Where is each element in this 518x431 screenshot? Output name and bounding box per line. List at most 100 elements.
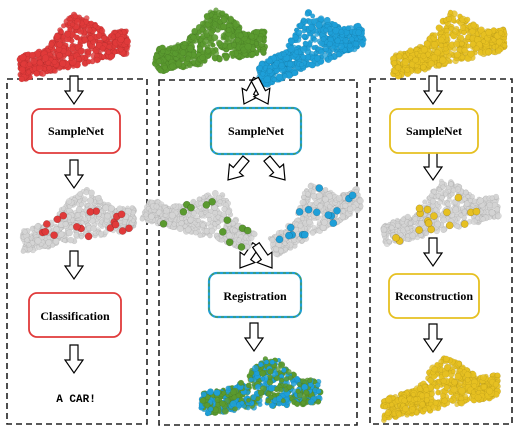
- point: [453, 41, 460, 48]
- point: [171, 44, 178, 51]
- point: [169, 62, 177, 70]
- point: [342, 202, 349, 209]
- point: [123, 37, 131, 45]
- sampled-point: [304, 205, 313, 214]
- sampled-point: [454, 193, 463, 202]
- point: [447, 9, 454, 15]
- point: [234, 37, 241, 43]
- point: [220, 23, 227, 30]
- point: [62, 221, 69, 227]
- point: [300, 45, 308, 53]
- down-arrow-icon: [64, 250, 84, 280]
- point: [36, 59, 44, 67]
- point: [19, 53, 27, 61]
- point: [468, 198, 473, 204]
- point: [211, 34, 219, 42]
- point: [445, 201, 451, 207]
- point: [111, 34, 117, 40]
- point: [24, 237, 30, 243]
- down-arrow-icon: [423, 323, 443, 353]
- point: [326, 40, 333, 47]
- point: [221, 390, 227, 396]
- point: [246, 397, 251, 403]
- point: [255, 396, 261, 402]
- point: [307, 183, 313, 189]
- point: [200, 222, 206, 229]
- point: [248, 33, 255, 40]
- point: [348, 36, 355, 43]
- point: [74, 18, 82, 26]
- point: [429, 198, 436, 205]
- point: [452, 28, 459, 35]
- point: [160, 48, 166, 55]
- point: [153, 53, 161, 60]
- point: [156, 58, 163, 65]
- point: [256, 65, 263, 71]
- point: [299, 215, 305, 221]
- point: [232, 227, 238, 234]
- point: [312, 37, 318, 43]
- point: [68, 55, 74, 61]
- point: [440, 226, 447, 233]
- point: [102, 204, 110, 212]
- point: [197, 232, 203, 239]
- point: [495, 47, 502, 55]
- classification-output-text: A CAR!: [56, 394, 96, 406]
- point: [464, 16, 471, 23]
- point: [30, 58, 38, 66]
- point: [404, 67, 411, 73]
- sampled-point: [430, 212, 438, 220]
- point: [431, 41, 439, 49]
- sampled-point: [117, 210, 126, 219]
- point: [441, 397, 448, 404]
- point: [185, 226, 192, 233]
- sampled-point: [59, 211, 68, 220]
- point: [486, 202, 493, 209]
- point: [327, 203, 333, 210]
- point: [314, 31, 320, 37]
- point: [432, 32, 438, 38]
- point: [248, 235, 255, 242]
- point: [184, 55, 192, 62]
- sampled-point: [218, 228, 227, 236]
- point: [168, 211, 176, 219]
- point: [208, 12, 214, 18]
- point: [51, 59, 58, 65]
- point: [223, 54, 230, 61]
- point: [470, 22, 477, 29]
- point: [436, 62, 442, 68]
- point: [75, 56, 82, 62]
- point: [433, 207, 439, 213]
- point: [232, 20, 240, 28]
- sampled-point-cloud-registration-source: [139, 190, 258, 251]
- point: [42, 54, 50, 62]
- sampled-point: [312, 208, 321, 217]
- point: [305, 191, 311, 197]
- sampled-point: [86, 208, 95, 216]
- point: [335, 195, 343, 202]
- point: [196, 45, 204, 53]
- point: [278, 248, 284, 254]
- point: [418, 220, 425, 227]
- down-arrow-icon: [64, 75, 84, 105]
- point: [76, 27, 84, 35]
- point: [48, 41, 55, 48]
- point: [332, 27, 340, 35]
- point: [395, 222, 401, 229]
- point: [20, 248, 26, 254]
- sampled-point: [159, 219, 168, 228]
- point: [286, 60, 294, 68]
- sampled-point: [237, 243, 246, 251]
- point: [321, 219, 328, 226]
- point: [315, 398, 322, 405]
- point: [434, 220, 441, 228]
- point: [304, 11, 310, 17]
- point: [219, 400, 226, 407]
- point: [175, 60, 183, 68]
- point: [58, 231, 65, 238]
- sampled-point: [243, 226, 252, 235]
- point: [457, 380, 464, 387]
- point: [171, 203, 177, 209]
- point: [278, 229, 284, 235]
- point: [82, 196, 88, 202]
